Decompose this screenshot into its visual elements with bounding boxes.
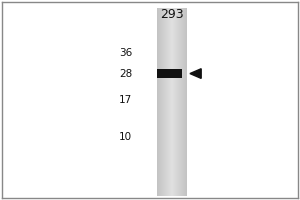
Bar	[170, 8, 171, 196]
Bar	[157, 69, 182, 78]
Bar	[186, 8, 187, 196]
Bar	[162, 8, 163, 196]
Bar	[182, 8, 183, 196]
Bar	[176, 8, 177, 196]
Bar	[171, 8, 172, 196]
Bar	[164, 8, 165, 196]
Bar	[159, 8, 160, 196]
Bar	[173, 8, 174, 196]
Bar	[167, 8, 168, 196]
Text: 293: 293	[160, 8, 184, 21]
Bar	[168, 8, 169, 196]
Bar	[179, 8, 180, 196]
Bar	[180, 8, 181, 196]
Bar	[178, 8, 179, 196]
Text: 10: 10	[119, 132, 132, 142]
Bar	[161, 8, 162, 196]
Bar	[175, 8, 176, 196]
Bar	[163, 8, 164, 196]
Text: 28: 28	[119, 69, 132, 79]
Bar	[158, 8, 159, 196]
Bar	[181, 8, 182, 196]
Bar	[183, 8, 184, 196]
Bar	[165, 8, 166, 196]
Text: 17: 17	[119, 95, 132, 105]
Bar	[169, 8, 170, 196]
Bar	[172, 8, 173, 196]
Bar	[174, 8, 175, 196]
Bar	[185, 8, 186, 196]
Text: 36: 36	[119, 48, 132, 58]
Bar	[160, 8, 161, 196]
Bar	[184, 8, 185, 196]
Bar	[166, 8, 167, 196]
Polygon shape	[190, 69, 201, 78]
Bar	[177, 8, 178, 196]
